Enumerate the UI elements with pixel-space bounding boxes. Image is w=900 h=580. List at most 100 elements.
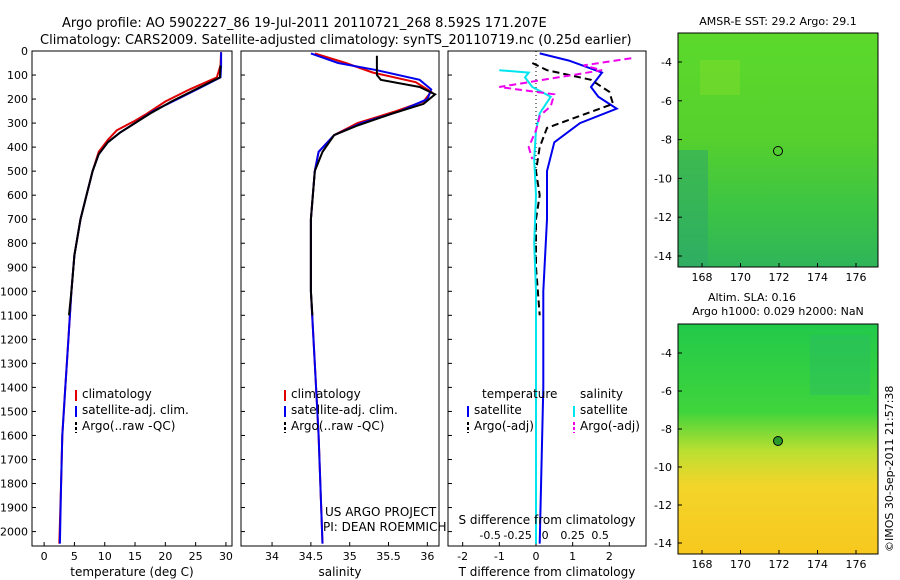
x-tick-label: 0 — [533, 550, 540, 563]
series-line-black — [68, 65, 222, 316]
sla-map-ticks: 168 170 172 174 176 -4 -6 -8 -10 -12 -14 — [654, 347, 866, 571]
legend-label: salinity — [580, 387, 623, 401]
sla-map-frame — [677, 323, 879, 555]
sst-field — [678, 33, 878, 267]
series-line-black — [309, 55, 437, 316]
map-y-tick-label: -12 — [654, 499, 672, 512]
figure-subtitle: Climatology: CARS2009. Satellite-adjuste… — [40, 33, 632, 48]
y-tick-label: 900 — [7, 261, 28, 274]
y-tick-label: 200 — [7, 93, 28, 106]
y-tick-label: 1900 — [0, 502, 28, 515]
x-tick-label: 10 — [98, 550, 112, 563]
salinity-panel: 34 34.5 35 35.5 36 salinity climatology satelli… — [240, 50, 440, 579]
x-tick-label: 1 — [569, 550, 576, 563]
plot-frame — [31, 50, 233, 547]
figure-title: Argo profile: AO 5902227_86 19-Jul-2011 … — [62, 16, 547, 31]
s-tick-label: -0.25 — [503, 529, 531, 542]
map-x-tick-label: 174 — [807, 558, 828, 571]
x-axis-label: temperature (deg C) — [70, 565, 193, 579]
x-tick-label: -2 — [457, 550, 468, 563]
y-tick-label: 1200 — [0, 333, 28, 346]
x-tick-label: -1 — [494, 550, 505, 563]
map-y-tick-label: -8 — [661, 423, 672, 436]
legend-label: satellite-adj. clim. — [291, 403, 398, 417]
imos-timestamp: ©IMOS 30-Sep-2011 21:57:38 — [883, 386, 896, 552]
sst-map-title: AMSR-E SST: 29.2 Argo: 29.1 — [699, 15, 857, 28]
y-tick-label: 1000 — [0, 285, 28, 298]
y-tick-label: 100 — [7, 69, 28, 82]
sla-map-subtitle: Argo h1000: 0.029 h2000: NaN — [692, 305, 864, 318]
legend-label: Argo(-adj) — [474, 419, 534, 433]
x-tick-label: 5 — [71, 550, 78, 563]
pi-label: PI: DEAN ROEMMICH — [323, 520, 446, 534]
difference-panel: -2 -1 0 1 2 T difference from climatology temp… — [447, 50, 647, 579]
y-tick-label: 400 — [7, 141, 28, 154]
map-x-tick-label: 172 — [769, 558, 790, 571]
sst-warm-patch — [700, 60, 740, 95]
legend-label: climatology — [291, 387, 361, 401]
y-tick-label: 1500 — [0, 405, 28, 418]
map-y-tick-label: -14 — [654, 537, 672, 550]
map-y-tick-label: -4 — [661, 347, 672, 360]
y-tick-label: 500 — [7, 165, 28, 178]
plot-frame — [240, 50, 440, 547]
map-y-tick-label: -8 — [661, 134, 672, 147]
sst-map-frame — [677, 32, 879, 268]
sla-map: Altim. SLA: 0.16 Argo h1000: 0.029 h2000… — [654, 291, 879, 571]
sla-low-patch — [810, 335, 870, 395]
s-axis-label: S difference from climatology — [459, 513, 636, 527]
plot-frame — [447, 50, 647, 547]
y-tick-label: 300 — [7, 117, 28, 130]
map-y-tick-label: -4 — [661, 56, 672, 69]
x-tick-label: 15 — [128, 550, 142, 563]
y-tick-label: 1400 — [0, 381, 28, 394]
y-tick-label: 600 — [7, 189, 28, 202]
x-tick-label: 35 — [343, 550, 357, 563]
x-tick-label: 20 — [158, 550, 172, 563]
sst-cool-patch — [678, 150, 708, 267]
legend-label: satellite-adj. clim. — [82, 403, 189, 417]
x-tick-label: 25 — [189, 550, 203, 563]
map-y-tick-label: -14 — [654, 250, 672, 263]
map-y-tick-label: -10 — [654, 172, 672, 185]
argo-float-marker — [773, 146, 783, 156]
sla-map-title: Altim. SLA: 0.16 — [708, 291, 796, 304]
map-x-tick-label: 168 — [692, 271, 713, 284]
x-tick-label: 2 — [606, 550, 613, 563]
legend-label: Argo(-adj) — [580, 419, 640, 433]
legend-label: temperature — [482, 387, 557, 401]
map-y-tick-label: -12 — [654, 211, 672, 224]
map-y-tick-label: -6 — [661, 385, 672, 398]
x-axis-label: salinity — [318, 565, 361, 579]
project-label: US ARGO PROJECT — [325, 505, 437, 519]
sst-map-ticks: 168 170 172 174 176 -4 -6 -8 -10 -12 -14 — [654, 56, 866, 284]
x-tick-label: 0 — [41, 550, 48, 563]
temperature-panel: 0 5 10 15 20 25 300100200300400500600700800900… — [0, 45, 233, 579]
legend-label: satellite — [580, 403, 628, 417]
series-line-cyan — [499, 69, 553, 544]
s-tick-label: 0.25 — [560, 529, 585, 542]
map-y-tick-label: -6 — [661, 95, 672, 108]
x-tick-label: 30 — [219, 550, 233, 563]
y-tick-label: 1700 — [0, 453, 28, 466]
y-tick-label: 800 — [7, 237, 28, 250]
legend-label: satellite — [474, 403, 522, 417]
map-x-tick-label: 176 — [846, 271, 867, 284]
series-line-blue — [538, 52, 619, 544]
x-tick-label: 36 — [420, 550, 434, 563]
y-tick-label: 1100 — [0, 309, 28, 322]
y-tick-label: 700 — [7, 213, 28, 226]
map-x-tick-label: 174 — [807, 271, 828, 284]
s-tick-label: -0.5 — [479, 529, 500, 542]
series-line-magenta — [499, 57, 632, 160]
map-x-tick-label: 172 — [769, 271, 790, 284]
y-tick-label: 1600 — [0, 429, 28, 442]
x-axis-label: T difference from climatology — [458, 565, 636, 579]
x-tick-label: 35.5 — [376, 550, 401, 563]
s-tick-label: 0 — [542, 529, 549, 542]
map-x-tick-label: 170 — [730, 271, 751, 284]
x-tick-label: 34.5 — [299, 550, 324, 563]
argo-float-marker-filled — [773, 436, 783, 446]
map-y-tick-label: -10 — [654, 461, 672, 474]
map-x-tick-label: 168 — [692, 558, 713, 571]
